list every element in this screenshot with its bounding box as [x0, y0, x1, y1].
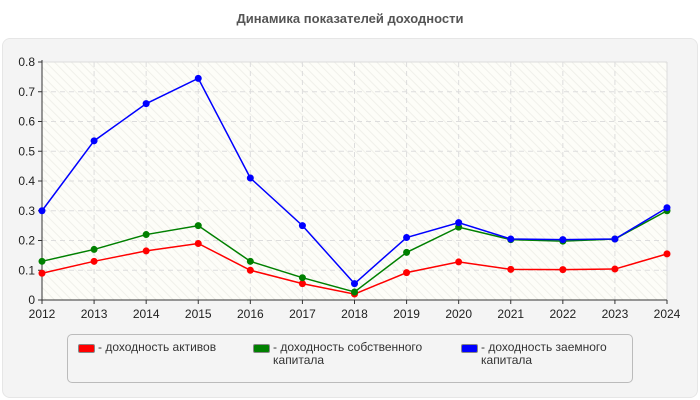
data-point-1: [194, 222, 202, 230]
data-point-0: [90, 257, 98, 265]
data-point-1: [142, 231, 150, 239]
x-tick-label: 2024: [654, 307, 681, 321]
data-point-1: [298, 274, 306, 282]
data-point-2: [298, 222, 306, 230]
y-tick-label: 0.6: [18, 115, 35, 129]
x-tick-label: 2015: [185, 307, 212, 321]
legend-label: - доходность активов: [98, 340, 217, 354]
x-tick-label: 2012: [29, 307, 56, 321]
data-point-2: [455, 219, 463, 227]
x-tick-label: 2022: [549, 307, 576, 321]
data-point-2: [559, 236, 567, 244]
data-point-2: [351, 280, 358, 288]
data-point-0: [507, 265, 515, 273]
data-point-1: [403, 248, 411, 256]
x-tick-label: 2019: [393, 307, 420, 321]
legend: - доходность активов - доходность собств…: [67, 334, 633, 383]
data-point-1: [351, 288, 358, 296]
data-point-2: [38, 207, 46, 215]
data-point-1: [246, 257, 254, 265]
x-tick-label: 2013: [81, 307, 108, 321]
legend-swatch: [253, 344, 270, 353]
legend-item-debt: - доходность заемного капитала: [461, 341, 626, 367]
data-point-0: [194, 239, 202, 247]
data-point-0: [611, 265, 619, 273]
legend-label: - доходность заемного капитала: [481, 340, 607, 367]
x-tick-label: 2021: [497, 307, 524, 321]
data-point-2: [663, 204, 671, 212]
x-tick-label: 2018: [341, 307, 368, 321]
data-point-1: [38, 257, 46, 265]
legend-item-assets: - доходность активов: [78, 341, 216, 354]
y-tick-label: 0.2: [18, 234, 35, 248]
data-point-0: [246, 266, 254, 274]
data-point-0: [663, 250, 671, 258]
y-tick-label: 0: [28, 293, 35, 307]
x-tick-label: 2014: [133, 307, 160, 321]
data-point-2: [194, 74, 202, 82]
data-point-2: [246, 174, 254, 182]
legend-swatch: [461, 344, 478, 353]
x-tick-label: 2016: [237, 307, 264, 321]
data-point-2: [611, 235, 619, 243]
legend-swatch: [78, 344, 95, 353]
y-tick-label: 0.4: [18, 174, 35, 188]
y-tick-label: 0.1: [18, 263, 35, 277]
data-point-2: [142, 100, 150, 108]
y-tick-label: 0.5: [18, 144, 35, 158]
x-tick-label: 2020: [445, 307, 472, 321]
data-point-0: [142, 247, 150, 255]
x-tick-label: 2023: [602, 307, 629, 321]
legend-label: - доходность собственного капитала: [273, 340, 423, 367]
data-point-1: [90, 245, 98, 253]
data-point-0: [403, 269, 411, 277]
data-point-2: [507, 235, 515, 243]
y-tick-label: 0.8: [18, 55, 35, 69]
y-tick-label: 0.3: [18, 204, 35, 218]
data-point-2: [90, 137, 98, 145]
data-point-0: [38, 269, 46, 277]
data-point-0: [298, 280, 306, 288]
data-point-2: [403, 234, 411, 242]
y-tick-label: 0.7: [18, 85, 35, 99]
x-tick-label: 2017: [289, 307, 316, 321]
data-point-0: [559, 266, 567, 274]
legend-item-equity: - доходность собственного капитала: [253, 341, 443, 367]
chart-title: Динамика показателей доходности: [236, 11, 464, 26]
data-point-0: [455, 258, 463, 266]
